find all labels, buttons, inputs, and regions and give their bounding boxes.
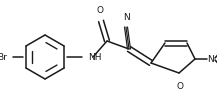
Text: NH: NH — [88, 53, 102, 62]
Text: O: O — [176, 81, 184, 90]
Text: O: O — [97, 6, 104, 15]
Text: N: N — [208, 55, 214, 64]
Text: N: N — [123, 13, 129, 22]
Text: Br: Br — [0, 53, 7, 62]
